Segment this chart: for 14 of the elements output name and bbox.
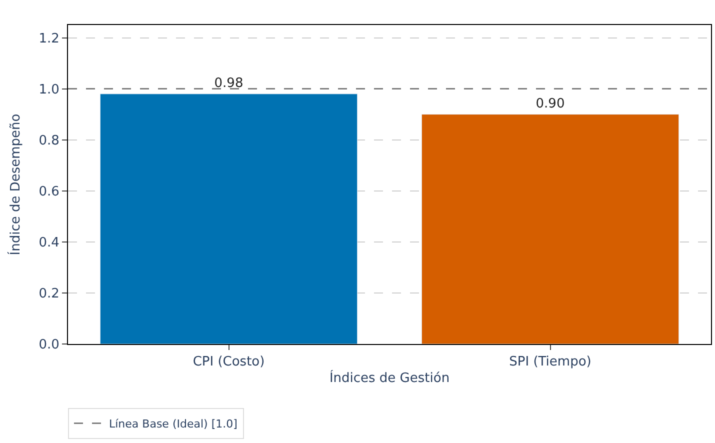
y-tick-label: 0.4 xyxy=(38,235,60,250)
x-tick-label: SPI (Tiempo) xyxy=(509,354,592,370)
y-tick-label: 1.2 xyxy=(38,31,60,46)
y-tick-label: 0.2 xyxy=(38,286,60,302)
x-axis-title: Índices de Gestión xyxy=(329,369,450,386)
legend-label: Línea Base (Ideal) [1.0] xyxy=(109,418,238,431)
data-label: 0.90 xyxy=(536,96,565,112)
y-tick-label: 1.0 xyxy=(38,82,60,98)
y-axis-title: Índice de Desempeño xyxy=(6,114,24,256)
y-tick-label: 0.6 xyxy=(38,184,60,200)
data-label: 0.98 xyxy=(214,76,244,91)
y-tick-label: 0.8 xyxy=(38,133,60,148)
x-tick-label: CPI (Costo) xyxy=(192,354,265,370)
y-tick-label: 0.0 xyxy=(38,338,60,353)
